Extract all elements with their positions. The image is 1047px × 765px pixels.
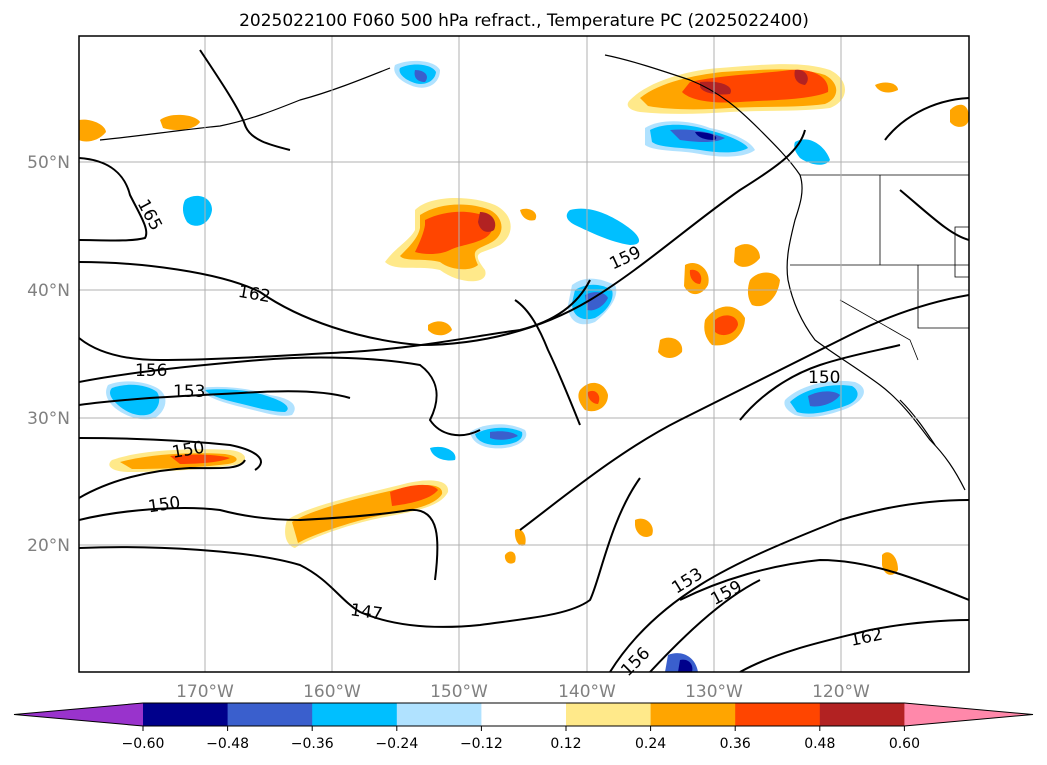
colorbar-tick-label: −0.12: [460, 736, 503, 752]
colorbar-tick-label: −0.48: [206, 736, 249, 752]
lon-label: 170°W: [176, 682, 234, 702]
temperature-anomaly-fills: [79, 60, 969, 672]
lat-label: 30°N: [27, 409, 70, 429]
colorbar-swatch: [312, 703, 398, 726]
lon-label: 140°W: [558, 682, 616, 702]
colorbar-tick-label: −0.60: [122, 736, 165, 752]
colorbar-extend-min: [14, 703, 143, 726]
colorbar-swatch: [396, 703, 482, 726]
colorbar-swatch: [819, 703, 905, 726]
colorbar-swatch: [481, 703, 567, 726]
lon-label: 120°W: [812, 682, 870, 702]
colorbar-tick-label: 0.12: [550, 736, 581, 752]
colorbar-swatch: [735, 703, 821, 726]
coastlines: [99, 54, 966, 491]
figure-title: 2025022100 F060 500 hPa refract., Temper…: [239, 11, 809, 31]
lon-label: 160°W: [303, 682, 361, 702]
colorbar-tick-label: 0.48: [804, 736, 835, 752]
lat-label: 40°N: [27, 281, 70, 301]
contour-label: 150: [808, 368, 840, 388]
colorbar-swatch: [650, 703, 736, 726]
colorbar-swatch: [227, 703, 313, 726]
lat-label: 20°N: [27, 536, 70, 556]
colorbar-tick-label: −0.24: [375, 736, 418, 752]
colorbar-swatch: [143, 703, 229, 726]
lon-label: 130°W: [685, 682, 743, 702]
latitude-labels: 50°N 40°N 30°N 20°N: [27, 153, 70, 556]
colorbar-tick-label: 0.60: [889, 736, 920, 752]
colorbar: [13, 702, 1034, 727]
colorbar-tick-label: −0.36: [291, 736, 334, 752]
colorbar-ticks: −0.60 −0.48 −0.36 −0.24 −0.12 0.12 0.24 0.36 0.4…: [122, 726, 920, 752]
contour-label: 150: [147, 493, 182, 517]
contour-label: 147: [349, 600, 384, 624]
contour-label: 153: [173, 382, 205, 402]
map-frame: [78, 35, 970, 673]
map-panel: [78, 35, 970, 673]
political-boundaries: [790, 174, 969, 361]
contour-label: 156: [135, 361, 167, 381]
colorbar-swatch: [566, 703, 652, 726]
height-contours: [79, 49, 969, 672]
colorbar-tick-label: 0.24: [635, 736, 666, 752]
longitude-labels: 170°W 160°W 150°W 140°W 130°W 120°W: [176, 682, 870, 702]
graticule: [79, 36, 969, 672]
lon-label: 150°W: [430, 682, 488, 702]
lat-label: 50°N: [27, 153, 70, 173]
colorbar-extend-max: [904, 703, 1033, 726]
colorbar-tick-label: 0.36: [720, 736, 751, 752]
